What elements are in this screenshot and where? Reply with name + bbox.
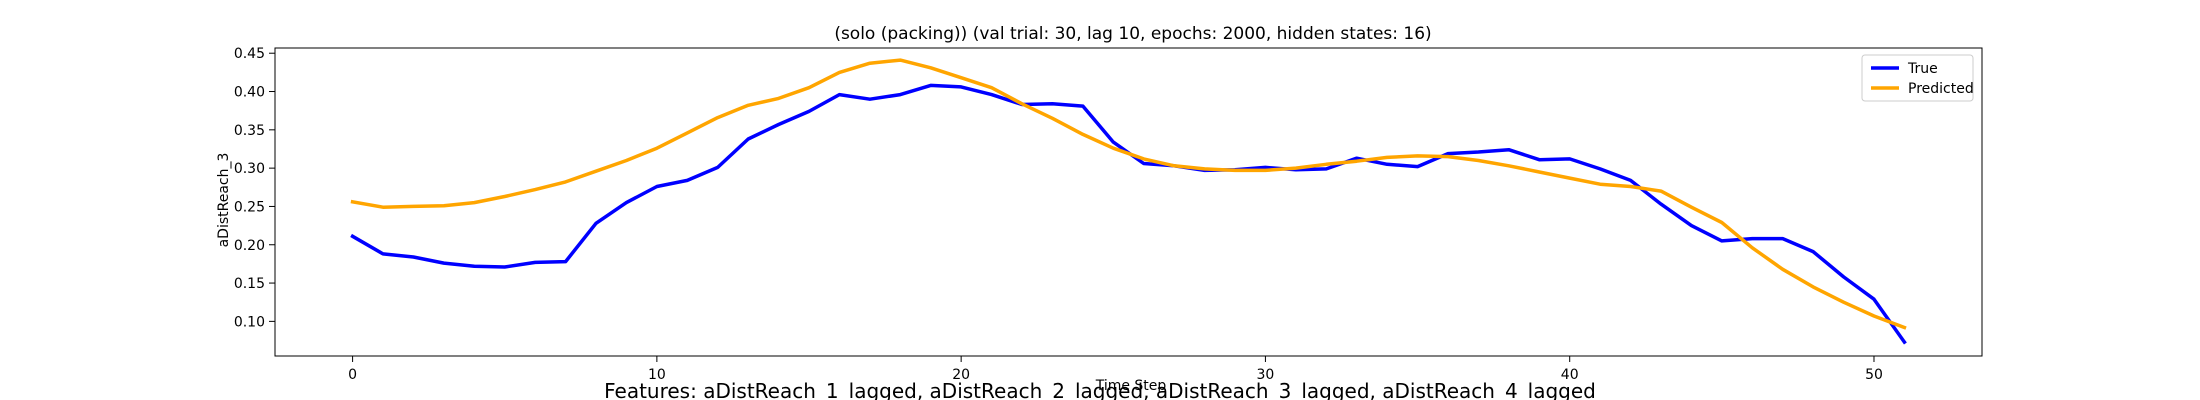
x-tick-label: 10 [648, 367, 666, 383]
x-tick-label: 20 [952, 367, 970, 383]
y-tick-label: 0.25 [234, 199, 265, 215]
y-tick-label: 0.15 [234, 276, 265, 292]
x-axis: 0 10 20 30 40 50 [348, 356, 1883, 383]
y-tick-label: 0.40 [234, 85, 265, 101]
x-axis-label: Time Step [1095, 378, 1167, 394]
y-tick-label: 0.30 [234, 161, 265, 177]
chart-title: (solo (packing)) (val trial: 30, lag 10,… [834, 24, 1431, 44]
y-tick-label: 0.10 [234, 314, 265, 330]
plot-area [350, 58, 1907, 345]
legend-label-predicted: Predicted [1908, 81, 1974, 97]
legend: True Predicted [1861, 54, 1974, 102]
y-tick-label: 0.45 [234, 46, 265, 62]
x-tick-label: 30 [1257, 367, 1275, 383]
y-axis: 0.10 0.15 0.20 0.25 0.30 0.35 0.40 0.45 [234, 46, 275, 330]
y-axis-label: aDistReach_3 [216, 153, 232, 248]
series-line-true [350, 83, 1907, 345]
plot-frame [274, 47, 1983, 357]
x-tick-label: 0 [348, 367, 357, 383]
x-tick-label: 40 [1561, 367, 1579, 383]
legend-label-true: True [1907, 61, 1938, 77]
y-tick-label: 0.20 [234, 238, 265, 254]
figure-caption: Features: aDistReach_1_lagged, aDistReac… [604, 379, 1596, 400]
series-line-predicted [350, 58, 1907, 330]
y-tick-label: 0.35 [234, 123, 265, 139]
x-tick-label: 50 [1865, 367, 1883, 383]
